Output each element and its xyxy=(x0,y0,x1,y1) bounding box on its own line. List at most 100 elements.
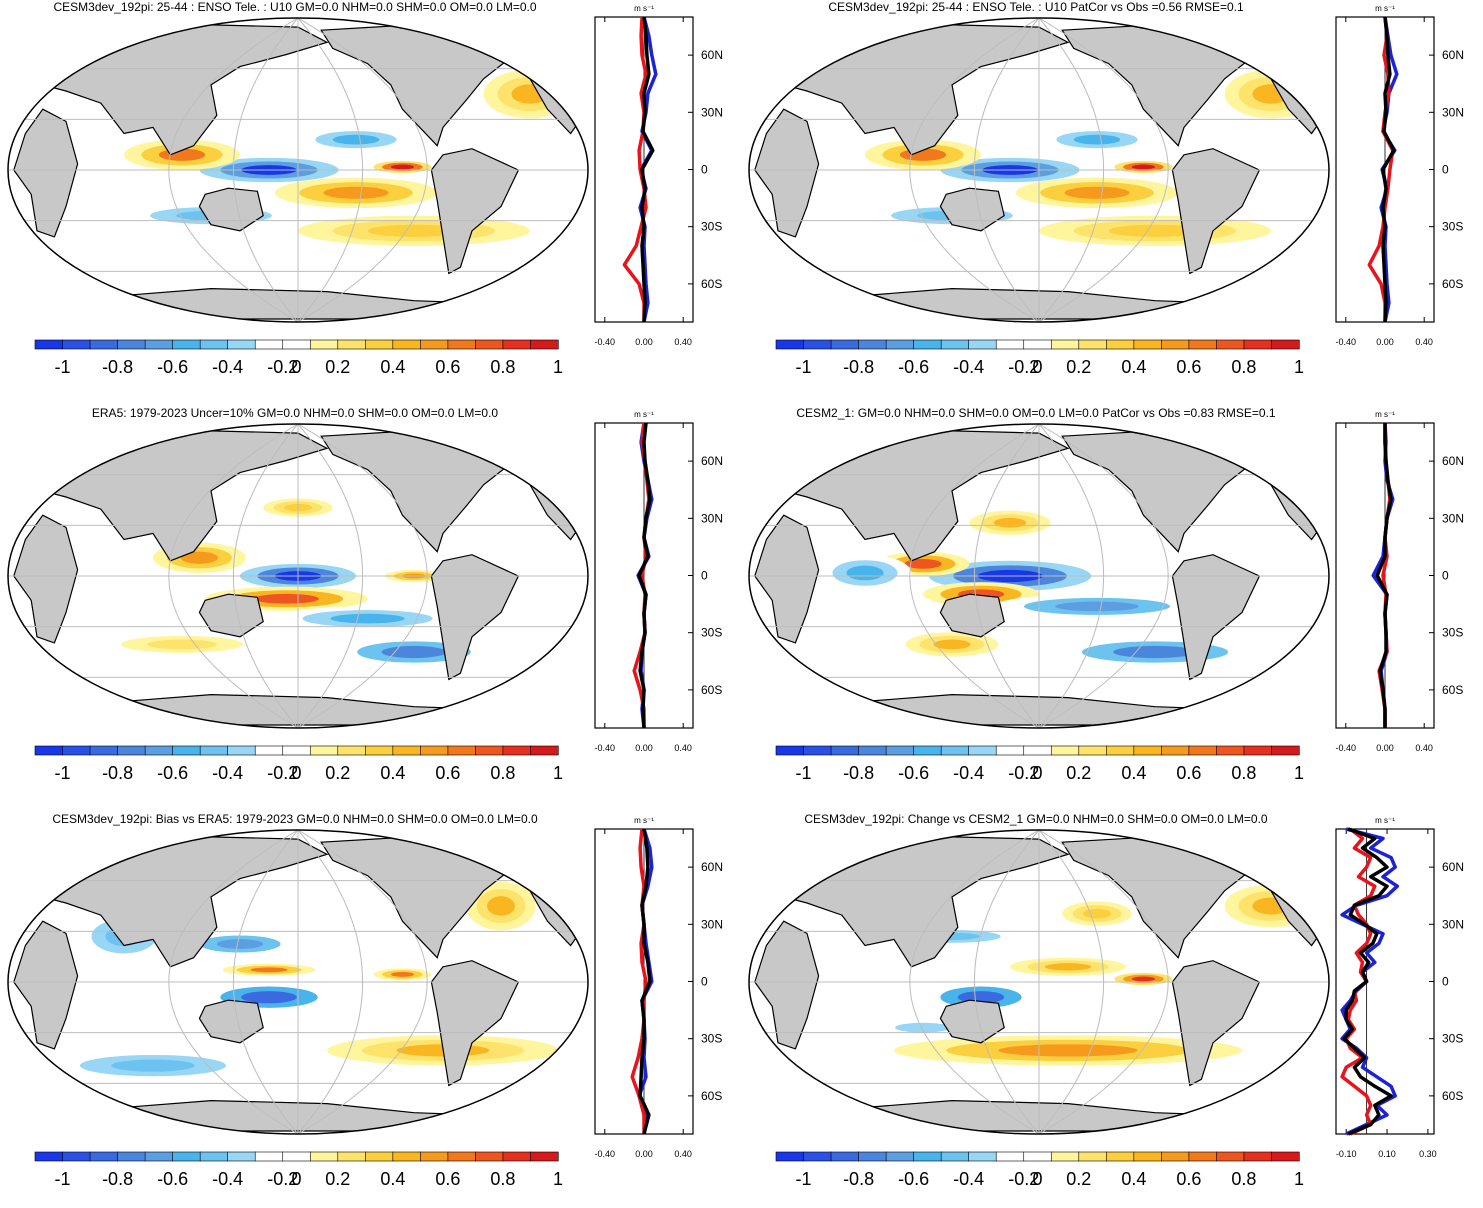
colorbar-label: -0.8 xyxy=(843,1169,874,1189)
anomaly-blob-4 xyxy=(1064,186,1130,199)
colorbar-swatch xyxy=(365,339,394,350)
colorbar-swatch xyxy=(858,1151,887,1162)
panel-title: CESM3dev_192pi: Bias vs ERA5: 1979-2023 … xyxy=(52,812,538,826)
gridline-lon xyxy=(232,424,299,728)
zonal-mean-plot: m s⁻¹ 60N 30N 0 30S 60S -0.40 0.00 0.40 xyxy=(1335,4,1464,347)
gridline-lon xyxy=(297,424,428,728)
map-border xyxy=(7,17,589,323)
australia-land xyxy=(939,187,1005,232)
colorbar-swatch xyxy=(1161,339,1190,350)
colorbar-swatch xyxy=(1023,745,1052,756)
colorbar-label: -1 xyxy=(55,1169,71,1189)
colorbar-swatch xyxy=(365,745,394,756)
colorbar-swatch xyxy=(1078,339,1107,350)
colorbar-label: -1 xyxy=(796,763,812,783)
colorbar-swatch xyxy=(144,1151,174,1162)
colorbar-swatch xyxy=(1216,1151,1245,1162)
panel-5: CESM3dev_192pi: Bias vs ERA5: 1979-2023 … xyxy=(0,812,741,1208)
anomaly-blob-7 xyxy=(1108,224,1202,237)
zonal-unit: m s⁻¹ xyxy=(634,816,654,825)
colorbar-label: -0.4 xyxy=(212,763,243,783)
anomaly-blob-2 xyxy=(1131,976,1155,982)
map-border xyxy=(748,423,1330,729)
colorbar-label: -0.2 xyxy=(1008,763,1039,783)
colorbar-label: 0 xyxy=(291,763,301,783)
colorbar-swatch xyxy=(62,339,91,350)
zonal-ytick-label: 60N xyxy=(1442,454,1464,468)
colorbar-label: -0.2 xyxy=(267,763,298,783)
colorbar-label: -1 xyxy=(55,357,71,377)
zonal-xtick-label: 0.30 xyxy=(1419,1149,1437,1159)
colorbar-swatch xyxy=(475,745,504,756)
gridline-lon xyxy=(232,18,299,322)
colorbar-label: 0.6 xyxy=(435,763,460,783)
colorbar-label: -0.8 xyxy=(102,357,133,377)
colorbar-swatch xyxy=(830,1151,860,1162)
map-border xyxy=(7,423,589,729)
colorbar-label: 0 xyxy=(1032,357,1042,377)
anomaly-blob-2 xyxy=(180,551,218,564)
colorbar-swatch xyxy=(1106,1151,1135,1162)
colorbar-label: -0.4 xyxy=(212,1169,243,1189)
colorbar-label: -1 xyxy=(796,1169,812,1189)
zonal-ytick-label: 30N xyxy=(1442,511,1464,525)
colorbar-swatch xyxy=(282,745,311,756)
colorbar-swatch xyxy=(995,339,1025,350)
colorbar-swatch xyxy=(502,339,532,350)
colorbar-swatch xyxy=(227,339,256,350)
colorbar-label: 0.4 xyxy=(380,1169,405,1189)
panel-title: CESM3dev_192pi: Change vs CESM2_1 GM=0.0… xyxy=(804,812,1268,826)
zonal-xtick-label: -0.40 xyxy=(595,743,616,753)
colorbar-swatch xyxy=(392,745,421,756)
colorbar-label: 0.4 xyxy=(1121,357,1146,377)
colorbar-swatch xyxy=(254,745,284,756)
zonal-mean-plot: m s⁻¹ 60N 30N 0 30S 60S -0.40 0.00 0.40 xyxy=(594,4,723,347)
map-border xyxy=(7,829,589,1135)
colorbar-swatch xyxy=(940,745,970,756)
colorbar-label: -0.8 xyxy=(843,763,874,783)
colorbar-swatch xyxy=(858,339,887,350)
zonal-ytick-label: 0 xyxy=(1442,569,1449,583)
anomaly-blob-5 xyxy=(330,613,405,624)
colorbar-label: -0.4 xyxy=(953,763,984,783)
colorbar-label: 1 xyxy=(553,1169,563,1189)
colorbar-swatch xyxy=(447,1151,477,1162)
colorbar-label: 0.8 xyxy=(490,1169,515,1189)
colorbar-label: -0.8 xyxy=(843,357,874,377)
zonal-series-blue xyxy=(637,828,654,1135)
colorbar-swatch xyxy=(1023,339,1052,350)
colorbar-label: -1 xyxy=(55,763,71,783)
colorbar-label: -0.2 xyxy=(267,1169,298,1189)
colorbar-swatch xyxy=(1271,1151,1300,1162)
colorbar-label: -0.4 xyxy=(953,1169,984,1189)
colorbar-swatch xyxy=(89,1151,119,1162)
colorbar-swatch xyxy=(309,339,339,350)
map-plot: -1 -0.8 -0.6 -0.4 -0.20 0.2 0.4 0.6 0.8 1 xyxy=(7,829,589,1189)
colorbar-swatch xyxy=(1188,339,1218,350)
colorbar-label: 0.2 xyxy=(325,763,350,783)
colorbar-swatch xyxy=(34,339,64,350)
colorbar-swatch xyxy=(34,745,64,756)
colorbar-label: -0.2 xyxy=(267,357,298,377)
zonal-ytick-label: 30S xyxy=(701,626,722,640)
colorbar-swatch xyxy=(775,339,805,350)
zonal-xtick-label: 0.40 xyxy=(1415,743,1433,753)
zonal-ytick-label: 60S xyxy=(701,683,722,697)
zonal-series-red xyxy=(1367,16,1395,322)
colorbar-swatch xyxy=(309,1151,339,1162)
colorbar-swatch xyxy=(830,339,860,350)
gridline-lon xyxy=(973,424,1040,728)
zonal-series-red xyxy=(622,16,648,322)
colorbar-label: 0.2 xyxy=(325,1169,350,1189)
zonal-series-black xyxy=(638,828,652,1135)
gridline-lon xyxy=(297,830,364,1134)
colorbar-label: 0.4 xyxy=(380,763,405,783)
colorbar-label: 1 xyxy=(1294,357,1304,377)
colorbar-swatch xyxy=(1106,339,1135,350)
africa-land xyxy=(754,920,820,1050)
gridline-lon xyxy=(909,18,1040,322)
panel-6: CESM3dev_192pi: Change vs CESM2_1 GM=0.0… xyxy=(741,812,1482,1208)
colorbar-label: 0 xyxy=(1032,763,1042,783)
anomaly-blob-8 xyxy=(111,1059,195,1072)
zonal-unit: m s⁻¹ xyxy=(634,410,654,419)
